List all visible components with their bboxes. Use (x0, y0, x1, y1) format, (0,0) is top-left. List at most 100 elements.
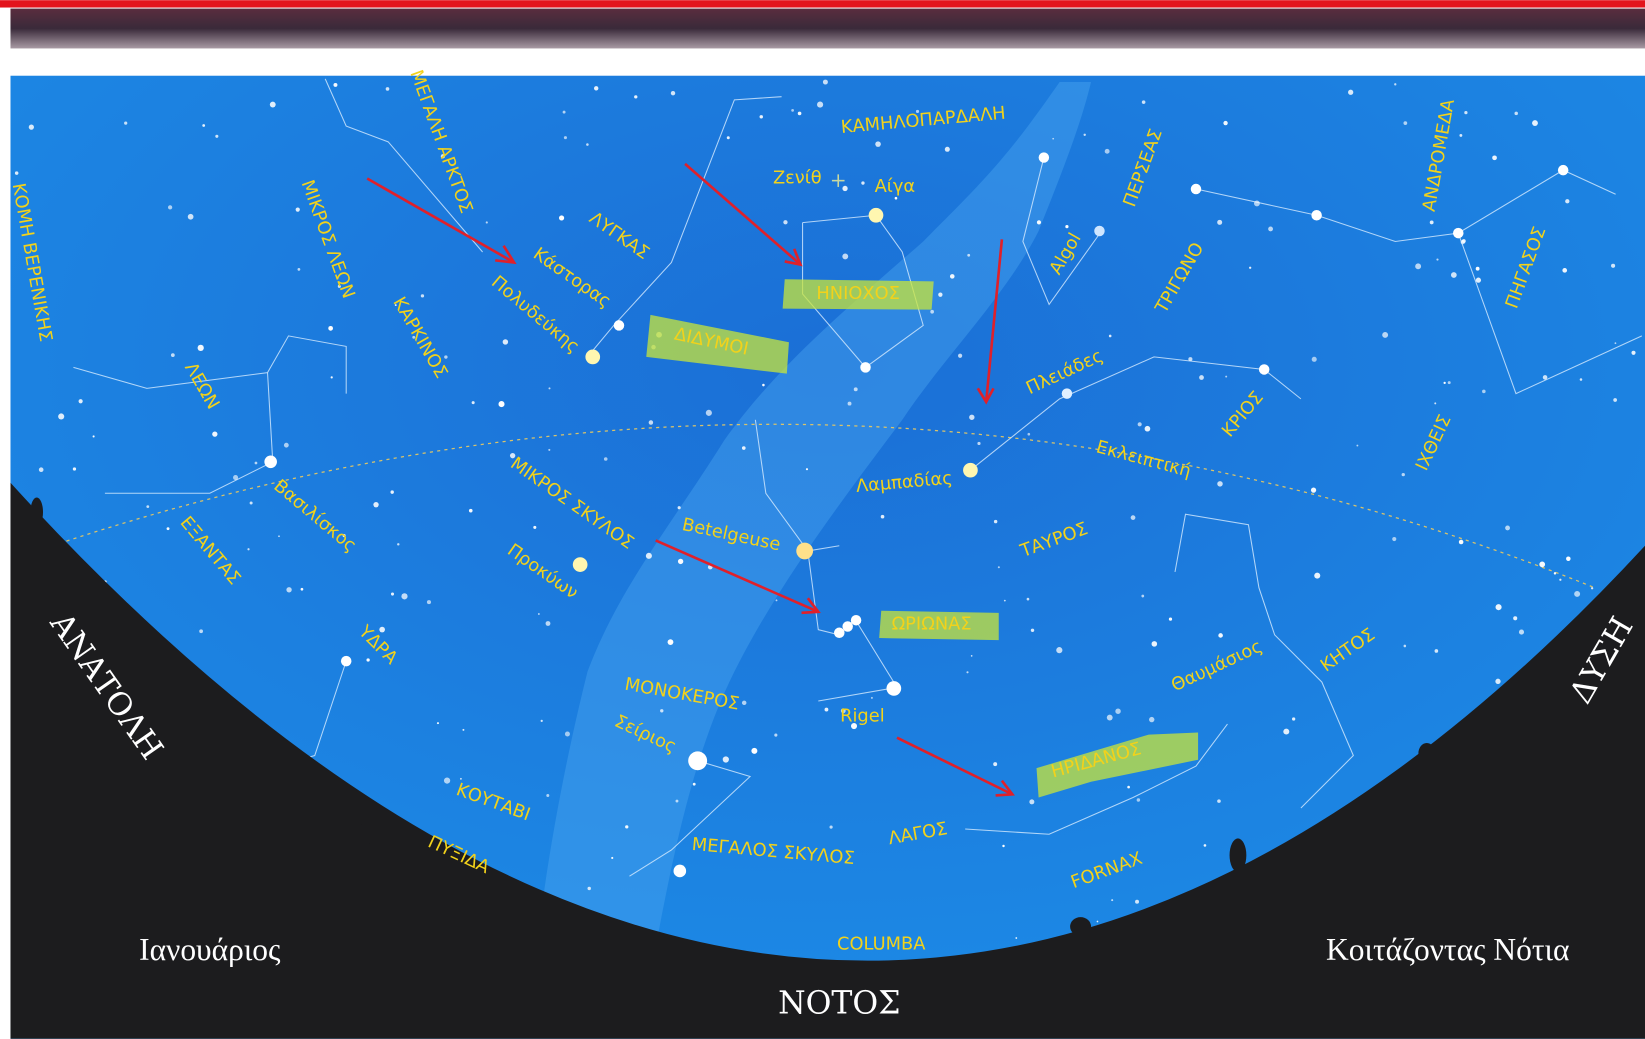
arrow-head (801, 597, 821, 615)
star (751, 747, 758, 754)
star (1453, 227, 1464, 239)
star (247, 548, 250, 551)
star (1151, 641, 1158, 647)
star (963, 462, 978, 478)
star (1258, 364, 1270, 375)
star (254, 461, 258, 465)
star (283, 442, 289, 448)
star (1026, 597, 1030, 601)
star (722, 756, 729, 763)
star (187, 213, 194, 220)
ecliptic-line (52, 423, 1595, 589)
star (1030, 628, 1035, 632)
highlights (646, 279, 1199, 798)
star (1268, 226, 1273, 232)
star (993, 762, 998, 767)
arrow (984, 239, 1004, 403)
star (783, 220, 788, 225)
star (538, 613, 540, 615)
star (440, 154, 445, 159)
sky-label: ΗΝΙΟΧΟΣ (816, 283, 900, 304)
star (870, 696, 873, 699)
star (774, 733, 778, 737)
star (613, 320, 625, 331)
star (264, 455, 277, 469)
star (1056, 647, 1063, 654)
star (1190, 183, 1202, 195)
sky-label: Αίγα (875, 176, 916, 197)
star (1553, 572, 1557, 575)
star (762, 383, 765, 387)
top-rule (0, 0, 1645, 8)
highlight (1036, 732, 1199, 798)
star (443, 777, 451, 784)
star (1136, 798, 1141, 802)
tree (354, 823, 376, 845)
star (861, 181, 865, 185)
star (202, 124, 206, 127)
sky-label: Rigel (840, 706, 885, 727)
star (548, 387, 551, 390)
star (726, 136, 730, 140)
star (1562, 268, 1568, 273)
star (572, 557, 588, 572)
star (660, 709, 664, 713)
highlight (646, 314, 789, 374)
star (791, 109, 794, 112)
star (385, 87, 390, 91)
star (278, 535, 280, 538)
star (834, 627, 845, 639)
star (930, 309, 934, 314)
star (1314, 572, 1321, 579)
star (741, 446, 746, 450)
star (949, 274, 955, 279)
star (548, 448, 551, 451)
star (342, 534, 346, 538)
star (170, 353, 175, 357)
constellation-line (1174, 513, 1354, 809)
star (1434, 649, 1439, 653)
star (1249, 266, 1252, 269)
star (1505, 525, 1510, 531)
star (1144, 425, 1151, 432)
arrow-head (995, 779, 1015, 797)
star (1631, 350, 1636, 355)
star (1447, 381, 1451, 385)
arrow (896, 736, 1013, 796)
star (1614, 342, 1617, 345)
star (1611, 263, 1616, 268)
star (1401, 472, 1405, 477)
star (1403, 644, 1407, 648)
star (1106, 714, 1113, 721)
star (562, 110, 566, 114)
star (1348, 89, 1354, 95)
star (1539, 561, 1546, 568)
star (842, 185, 848, 192)
star (1461, 239, 1466, 243)
star (585, 349, 601, 365)
star (880, 514, 885, 519)
star (1218, 633, 1223, 638)
star (215, 134, 219, 138)
star (1130, 515, 1136, 520)
star (468, 508, 473, 513)
star (167, 205, 173, 210)
star (1223, 120, 1228, 126)
star (1458, 539, 1464, 545)
highlight (879, 610, 999, 641)
month-label: Ιανουάριος (139, 932, 281, 967)
arrow (366, 177, 515, 264)
star (688, 751, 708, 771)
star (829, 825, 833, 829)
star (1036, 220, 1042, 225)
star (677, 506, 681, 510)
star (850, 723, 858, 730)
star (1495, 604, 1502, 611)
star (1061, 388, 1073, 399)
star (38, 467, 44, 473)
star (1392, 536, 1397, 542)
star (1557, 164, 1569, 176)
star (564, 731, 570, 737)
star (997, 566, 1000, 569)
